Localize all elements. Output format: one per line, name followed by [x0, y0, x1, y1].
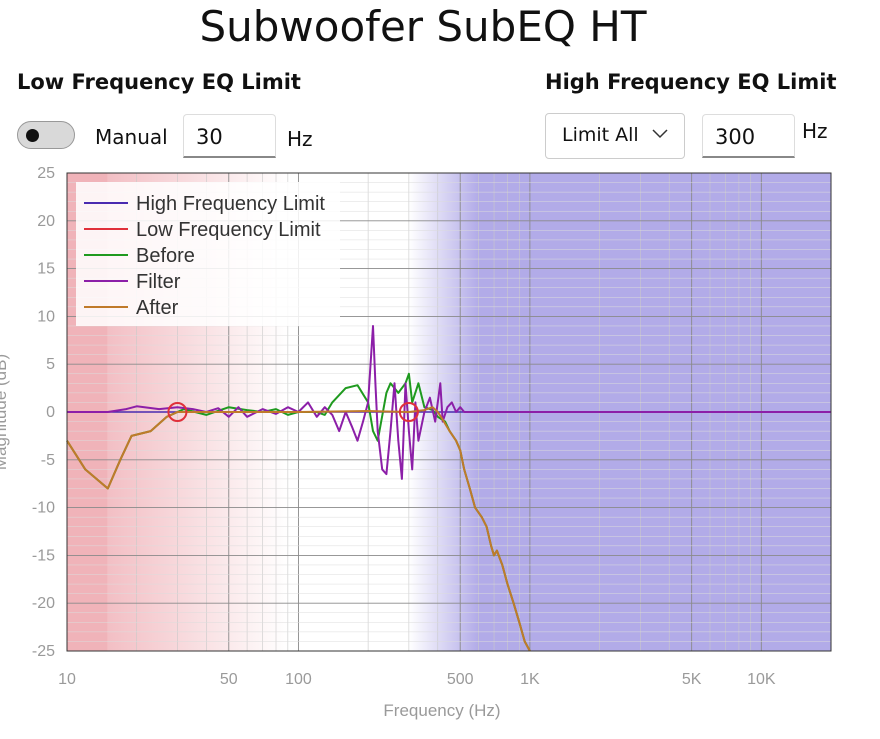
high-limit-mode-value: Limit All — [562, 124, 639, 146]
y-tick-label: 5 — [46, 356, 55, 373]
y-tick-label: 25 — [37, 165, 55, 182]
chevron-down-icon — [652, 124, 668, 146]
high-unit-label: Hz — [802, 119, 828, 143]
low-frequency-input[interactable]: 30 — [183, 114, 276, 158]
legend-label: Filter — [136, 271, 181, 293]
x-axis-label: Frequency (Hz) — [383, 701, 500, 720]
x-tick-label: 10 — [58, 671, 76, 688]
plot-border — [66, 172, 832, 652]
y-tick-label: 0 — [46, 404, 55, 421]
y-tick-label: -25 — [32, 643, 55, 660]
manual-label: Manual — [95, 125, 168, 149]
legend-label: High Frequency Limit — [136, 193, 325, 215]
y-tick-label: -20 — [32, 595, 55, 612]
high-eq-heading: High Frequency EQ Limit — [545, 70, 837, 94]
x-tick-label: 1K — [520, 671, 540, 688]
x-tick-label: 100 — [285, 671, 312, 688]
x-tick-label: 500 — [447, 671, 474, 688]
series-line-after — [66, 406, 531, 652]
legend-label: After — [136, 297, 179, 319]
x-tick-label: 5K — [682, 671, 702, 688]
y-tick-label: 15 — [37, 261, 55, 278]
y-axis-label: Magnitude (dB) — [0, 354, 10, 470]
high-frequency-input[interactable]: 300 — [702, 114, 795, 158]
high-limit-mode-select[interactable]: Limit All — [545, 113, 685, 159]
limit-marker — [167, 402, 188, 422]
legend-label: Low Frequency Limit — [136, 219, 321, 241]
y-tick-label: -5 — [41, 452, 55, 469]
low-eq-heading: Low Frequency EQ Limit — [17, 70, 301, 94]
y-tick-label: 10 — [37, 308, 55, 325]
low-unit-label: Hz — [287, 127, 313, 151]
y-tick-label: -15 — [32, 547, 55, 564]
toggle-knob — [26, 129, 39, 142]
page-title: Subwoofer SubEQ HT — [199, 2, 647, 51]
y-tick-label: -10 — [32, 500, 55, 517]
x-tick-label: 10K — [747, 671, 776, 688]
legend-label: Before — [136, 245, 195, 267]
limit-marker — [398, 402, 419, 422]
y-tick-label: 20 — [37, 213, 55, 230]
x-tick-label: 50 — [220, 671, 238, 688]
manual-toggle[interactable] — [17, 121, 75, 149]
